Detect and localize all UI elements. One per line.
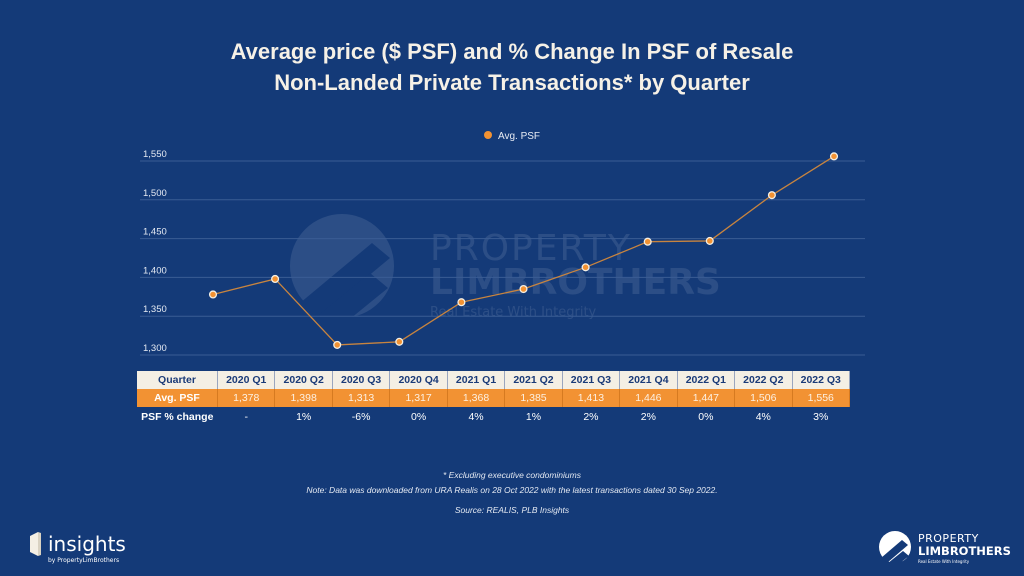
data-point-2020-q1 — [208, 290, 218, 299]
legend-marker-icon — [483, 131, 492, 140]
y-tick-label: 1,300 — [143, 343, 167, 354]
table-quarter-cell: 2021 Q3 — [562, 371, 621, 389]
y-tick-label: 1,500 — [143, 188, 167, 199]
table-change-cell: 2% — [583, 411, 599, 423]
table-row-avg-psf: Avg. PSF 1,378 1,398 1,313 1,317 1,368 1,385 1… — [137, 389, 851, 407]
table-change-cell: 4% — [468, 411, 484, 423]
table-psf-cell: 1,378 — [217, 389, 276, 407]
table-quarter-cell: 2021 Q2 — [504, 371, 563, 389]
footnote-source: Source: REALIS, PLB Insights — [454, 505, 570, 515]
data-point-2022-q2 — [767, 191, 776, 200]
plb-logo-graphic: PROPERTY LIMBROTHERS Real Estate With In… — [879, 531, 1011, 564]
table-psf-cell: 1,368 — [447, 389, 506, 407]
insights-logo-sub: by PropertyLimBrothers — [48, 557, 119, 564]
data-point-2020-q4 — [395, 337, 404, 346]
table-quarter-cell: 2020 Q3 — [332, 371, 391, 389]
table-quarter-cell: 2020 Q1 — [217, 371, 276, 389]
table-change-cell: 1% — [296, 411, 312, 423]
table-quarter-cell: 2021 Q4 — [619, 371, 678, 389]
legend: Avg. PSF — [0, 131, 1024, 142]
insights-logo: insights by PropertyLimBrothers — [28, 530, 158, 569]
table-quarter-cell: 2022 Q1 — [677, 371, 736, 389]
y-tick-label: 1,550 — [143, 149, 167, 160]
chart-title: Average price ($ PSF) and % Change In PS… — [0, 36, 1024, 98]
plb-logo-line1: PROPERTY — [918, 532, 979, 545]
insights-book-spine-icon — [38, 532, 41, 556]
table-psf-cell: 1,313 — [332, 389, 391, 407]
y-tick-label: 1,400 — [143, 265, 167, 276]
insights-book-icon — [30, 532, 38, 556]
table-psf-cell: 1,398 — [274, 389, 333, 407]
table-psf-cell: 1,506 — [734, 389, 793, 407]
table-change-cell: 3% — [813, 411, 829, 423]
table-psf-cell: 1,556 — [792, 389, 851, 407]
table-header-label: Quarter — [137, 371, 218, 389]
plb-logo-icon — [879, 531, 911, 563]
insights-logo-graphic: insights by PropertyLimBrothers — [30, 532, 126, 564]
grid-lines — [140, 160, 865, 356]
table-psf-cell: 1,446 — [619, 389, 678, 407]
table-change-label: PSF % change — [141, 411, 214, 423]
table-row-quarter: Quarter 2020 Q1 2020 Q2 2020 Q3 2020 Q4 2021… — [137, 371, 851, 389]
table-row-psf-change: PSF % change - 1% -6% 0% 4% 1% 2% 2% 0% 4% 3% — [137, 407, 850, 427]
y-tick-label: 1,350 — [143, 304, 167, 315]
data-point-2021-q2 — [519, 284, 528, 294]
table-change-cell: 1% — [525, 411, 542, 423]
table-change-cell: - — [244, 411, 248, 423]
series-points — [208, 152, 839, 349]
insights-logo-name: insights — [48, 532, 126, 556]
table-quarter-cell: 2020 Q2 — [274, 371, 333, 389]
table-quarter-cell: 2022 Q3 — [792, 371, 851, 389]
legend-label: Avg. PSF — [497, 131, 541, 142]
table-change-cell: 0% — [410, 411, 427, 423]
data-point-2021-q4 — [643, 237, 652, 246]
table-change-cell: -6% — [351, 411, 371, 423]
plb-logo-tagline: Real Estate With Integrity — [918, 559, 970, 564]
footnote-excluding: * Excluding executive condominiums — [443, 470, 581, 480]
table-psf-cell: 1,413 — [562, 389, 621, 407]
chart-title-line2: Non-Landed Private Transactions* by Quar… — [274, 70, 750, 95]
table-quarter-cell: 2021 Q1 — [447, 371, 506, 389]
table-psf-cell: 1,317 — [389, 389, 448, 407]
table-change-cell: 0% — [698, 411, 714, 423]
plb-logo-line2: LIMBROTHERS — [918, 544, 1011, 558]
table-psf-label: Avg. PSF — [137, 389, 218, 407]
table-psf-cell: 1,447 — [677, 389, 736, 407]
y-tick-label: 1,450 — [143, 227, 167, 238]
footnote-note: Note: Data was downloaded from URA Reali… — [306, 485, 718, 495]
table-psf-cell: 1,385 — [504, 389, 563, 407]
y-axis-ticks: 1,300 1,350 1,400 1,450 1,500 1,550 — [143, 149, 167, 354]
data-point-2021-q3 — [581, 263, 590, 272]
chart-title-line1: Average price ($ PSF) and % Change In PS… — [230, 39, 794, 64]
data-point-2020-q2 — [271, 274, 280, 284]
table-quarter-cell: 2022 Q2 — [734, 371, 793, 389]
data-point-2020-q3 — [333, 340, 342, 349]
property-limbrothers-logo: PROPERTY LIMBROTHERS Real Estate With In… — [878, 527, 1018, 572]
table-change-cell: 4% — [755, 411, 771, 423]
data-point-2022-q3 — [829, 152, 839, 161]
data-table: Quarter 2020 Q1 2020 Q2 2020 Q3 2020 Q4 2021… — [137, 371, 851, 427]
data-point-2022-q1 — [705, 236, 714, 245]
data-point-2021-q1 — [457, 298, 466, 307]
table-change-cell: 2% — [640, 411, 656, 423]
table-quarter-cell: 2020 Q4 — [389, 371, 448, 389]
